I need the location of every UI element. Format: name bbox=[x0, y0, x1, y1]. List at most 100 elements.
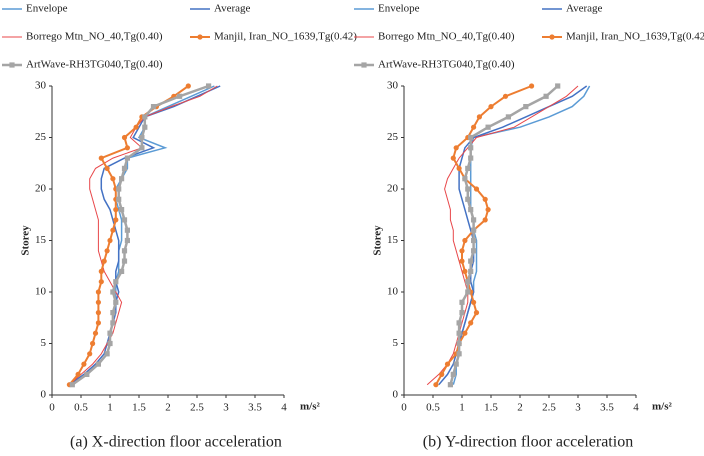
marker bbox=[471, 299, 477, 305]
x-tick-label: 2 bbox=[165, 402, 171, 414]
marker bbox=[456, 340, 462, 347]
marker bbox=[110, 310, 116, 316]
marker bbox=[502, 93, 509, 99]
marker bbox=[468, 258, 474, 264]
x-axis-label: m/s² bbox=[652, 401, 673, 413]
y-tick-label: 20 bbox=[387, 183, 399, 195]
marker bbox=[110, 320, 116, 326]
marker bbox=[124, 237, 130, 244]
marker bbox=[482, 196, 488, 202]
marker bbox=[197, 34, 203, 40]
x-tick-label: 3.5 bbox=[248, 402, 262, 414]
x-tick-label: 1.5 bbox=[132, 402, 146, 414]
marker bbox=[433, 382, 439, 388]
y-axis-label: Storey bbox=[20, 225, 32, 256]
marker bbox=[9, 62, 15, 68]
marker bbox=[485, 124, 491, 130]
marker bbox=[119, 268, 125, 274]
marker bbox=[555, 83, 561, 89]
marker bbox=[95, 299, 101, 305]
marker bbox=[104, 248, 110, 254]
marker bbox=[465, 165, 471, 171]
x-tick-label: 0 bbox=[401, 402, 407, 414]
marker bbox=[468, 320, 474, 326]
marker bbox=[119, 207, 125, 213]
y-tick-label: 20 bbox=[35, 183, 47, 195]
marker bbox=[98, 155, 104, 161]
x-tick-label: 4 bbox=[633, 402, 639, 414]
marker bbox=[124, 227, 130, 233]
marker bbox=[459, 310, 465, 316]
legend-label: Average bbox=[214, 3, 251, 15]
marker bbox=[447, 382, 453, 388]
marker bbox=[104, 351, 110, 357]
marker bbox=[206, 83, 212, 89]
x-tick-label: 0 bbox=[49, 402, 55, 414]
marker bbox=[98, 268, 104, 274]
marker bbox=[139, 145, 145, 151]
marker bbox=[456, 351, 462, 357]
marker bbox=[471, 217, 477, 223]
marker bbox=[98, 279, 104, 285]
x-tick-label: 2.5 bbox=[542, 402, 556, 414]
marker bbox=[121, 165, 128, 171]
y-tick-label: 0 bbox=[393, 389, 399, 401]
marker bbox=[110, 176, 116, 182]
marker bbox=[139, 134, 145, 141]
legend-label: Borrego Mtn_NO_40,Tg(0.40) bbox=[378, 31, 515, 43]
marker bbox=[462, 268, 468, 274]
marker bbox=[459, 258, 465, 264]
marker bbox=[121, 258, 128, 264]
marker bbox=[142, 114, 148, 120]
marker bbox=[465, 186, 471, 192]
y-tick-label: 10 bbox=[35, 286, 47, 298]
x-tick-label: 1 bbox=[459, 402, 465, 414]
marker bbox=[361, 62, 367, 68]
x-tick-label: 2 bbox=[517, 402, 523, 414]
x-tick-label: 3 bbox=[575, 402, 581, 414]
y-tick-label: 25 bbox=[35, 131, 47, 143]
legend-label: Average bbox=[566, 3, 603, 15]
marker bbox=[116, 196, 122, 202]
marker bbox=[113, 217, 119, 223]
marker bbox=[69, 382, 75, 388]
marker bbox=[468, 145, 474, 151]
y-tick-label: 5 bbox=[393, 337, 399, 349]
marker bbox=[107, 330, 113, 336]
marker bbox=[465, 196, 471, 202]
marker bbox=[107, 340, 113, 347]
marker bbox=[113, 299, 119, 305]
marker bbox=[485, 207, 491, 213]
marker bbox=[523, 104, 529, 110]
marker bbox=[473, 186, 480, 192]
caption: (a) X-direction floor acceleration bbox=[70, 434, 282, 451]
marker bbox=[95, 310, 101, 316]
legend-label: Manjil, Iran_NO_1639,Tg(0.42) bbox=[566, 31, 704, 43]
marker bbox=[482, 217, 488, 223]
y-tick-label: 30 bbox=[387, 80, 399, 92]
marker bbox=[468, 134, 474, 141]
panel: Envelope Average Borrego Mtn_NO_40,Tg(0.40… bbox=[354, 3, 704, 451]
marker bbox=[471, 227, 477, 233]
legend-label: ArtWave-RH3TG040,Tg(0.40) bbox=[26, 59, 163, 71]
marker bbox=[92, 330, 99, 336]
marker bbox=[505, 114, 511, 120]
series-line bbox=[68, 85, 189, 386]
marker bbox=[462, 237, 468, 244]
legend-label: Manjil, Iran_NO_1639,Tg(0.42) bbox=[214, 31, 357, 43]
marker bbox=[150, 104, 157, 110]
marker bbox=[84, 371, 90, 377]
y-tick-label: 15 bbox=[35, 234, 47, 246]
marker bbox=[456, 165, 462, 171]
marker bbox=[116, 186, 122, 192]
legend-label: Borrego Mtn_NO_40,Tg(0.40) bbox=[26, 31, 163, 43]
marker bbox=[104, 165, 110, 171]
marker bbox=[549, 34, 555, 40]
marker bbox=[456, 320, 462, 326]
marker bbox=[124, 155, 130, 161]
marker bbox=[90, 340, 96, 347]
x-tick-label: 0.5 bbox=[74, 402, 88, 414]
marker bbox=[113, 207, 119, 213]
marker bbox=[101, 258, 107, 264]
